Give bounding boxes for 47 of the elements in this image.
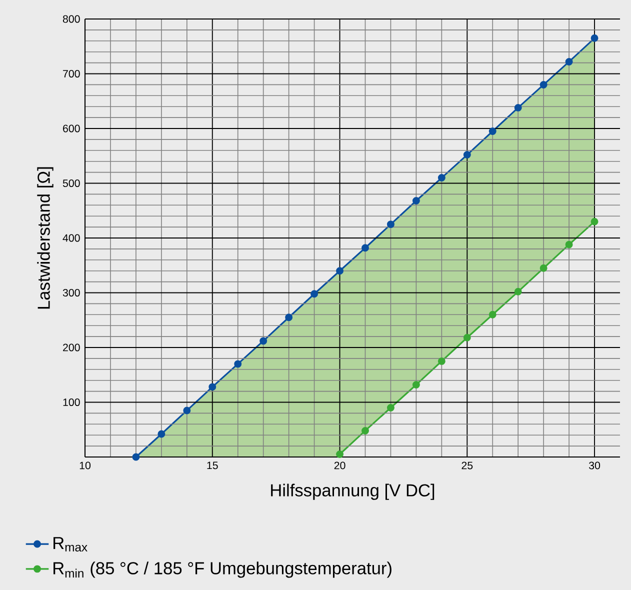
legend-label: R$_{max}$ [54, 537, 88, 552]
point [362, 244, 369, 252]
point [362, 426, 369, 434]
y-tick-label: 100 [63, 398, 80, 406]
point [336, 450, 344, 458]
point [514, 104, 522, 112]
point [412, 381, 420, 388]
point [488, 310, 496, 318]
y-tick-label: 200 [63, 344, 80, 352]
point [183, 406, 191, 414]
y-tick-label: 400 [62, 234, 80, 242]
point [132, 453, 140, 461]
point [463, 334, 471, 342]
point [310, 290, 318, 298]
point [386, 220, 394, 228]
point [412, 197, 420, 205]
y-tick-label: 600 [63, 124, 80, 132]
point [463, 151, 471, 159]
point [540, 264, 548, 272]
point [386, 404, 394, 412]
point [488, 128, 496, 135]
point [208, 383, 216, 391]
y-tick-label: 800 [62, 15, 80, 23]
point [590, 34, 598, 42]
point [590, 218, 598, 226]
point [565, 240, 573, 248]
x-tick-label: 15 [207, 462, 218, 470]
point [565, 58, 573, 66]
y-axis-title: Lastwiderstand [Ω] [37, 167, 54, 309]
x-tick-label: 10 [80, 462, 91, 470]
x-tick-label: 25 [462, 462, 473, 470]
point [234, 360, 242, 368]
y-tick-label: 300 [62, 288, 80, 297]
point [285, 314, 293, 322]
point [260, 337, 268, 345]
x-axis-title: Hilfsspannung [V DC] [271, 484, 434, 500]
point [514, 288, 522, 296]
point [438, 174, 446, 182]
x-tick-label: 20 [334, 462, 346, 470]
point [540, 80, 548, 88]
y-tick-label: 500 [62, 179, 80, 188]
legend-label: R$_{min}$ (85 °C / 185 °F Umgebungstemperatur) [54, 562, 392, 578]
point [158, 430, 166, 438]
y-tick-label: 700 [63, 70, 80, 78]
point [336, 267, 344, 275]
point [438, 357, 446, 365]
x-tick-label: 30 [588, 462, 600, 470]
